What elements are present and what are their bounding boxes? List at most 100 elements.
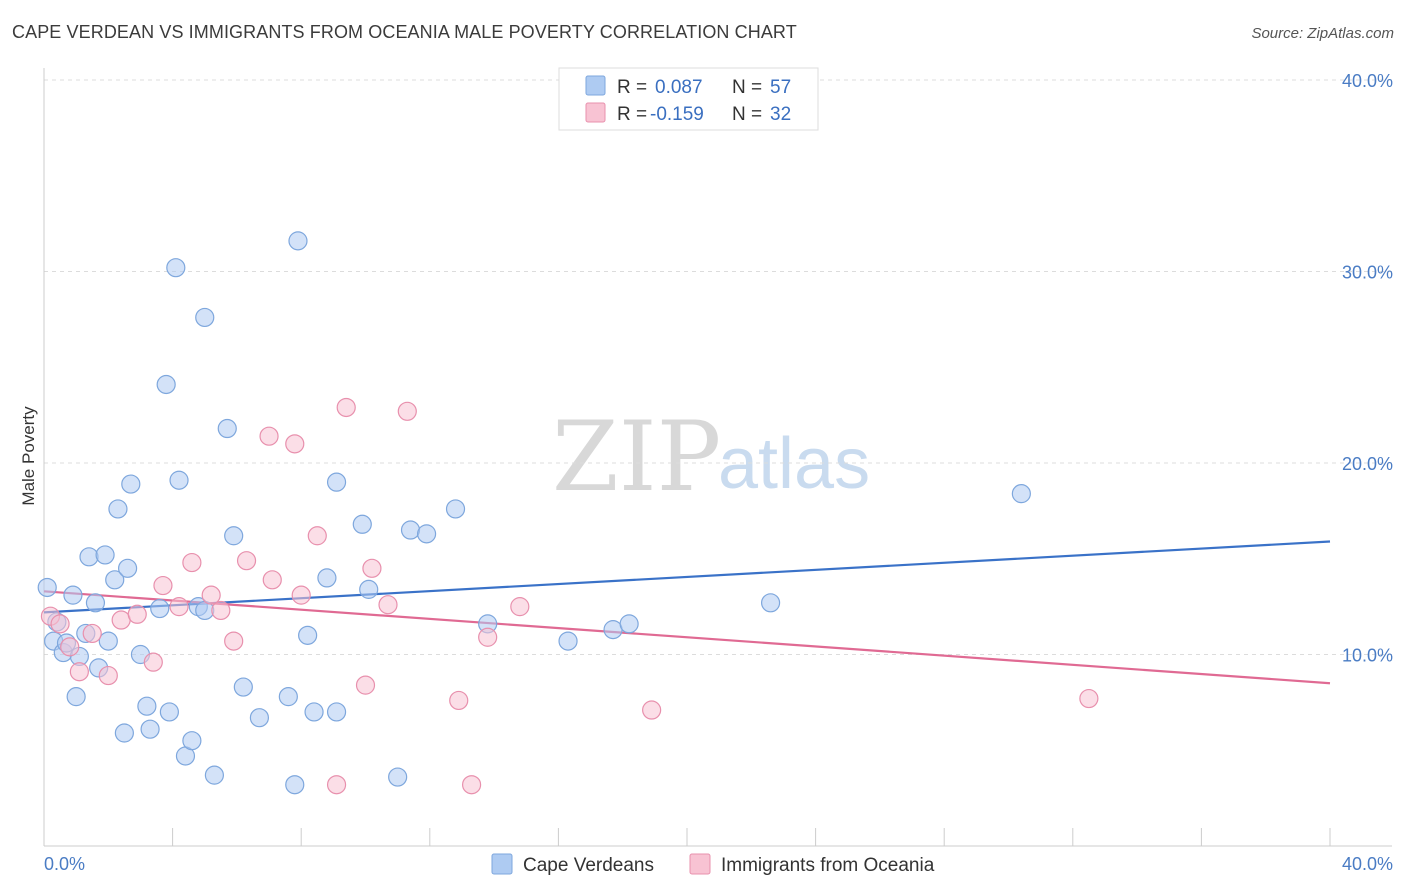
- legend-n-label: N =: [732, 104, 762, 125]
- point-cape-verdeans: [169, 470, 189, 490]
- point-cape-verdeans: [760, 593, 781, 613]
- axes: 10.0% 20.0% 30.0% 40.0% 0.0% 40.0%: [43, 68, 1393, 874]
- point-oceania: [378, 595, 398, 615]
- x-tick-label: 40.0%: [1342, 854, 1393, 874]
- point-oceania: [82, 623, 102, 644]
- point-oceania: [362, 558, 382, 578]
- point-cape-verdeans: [326, 702, 347, 722]
- point-oceania: [182, 552, 202, 573]
- bottom-legend-label-oceania: Immigrants from Oceania: [721, 855, 935, 876]
- legend-r-value: 0.087: [655, 77, 703, 98]
- point-cape-verdeans: [105, 570, 125, 590]
- point-cape-verdeans: [285, 775, 305, 795]
- x-tick-label: 0.0%: [44, 854, 85, 874]
- source-credit: Source: ZipAtlas.com: [1251, 25, 1394, 42]
- gridlines: [44, 79, 1392, 655]
- legend-swatch-oceania: [585, 102, 606, 123]
- point-cape-verdeans: [121, 474, 141, 494]
- point-cape-verdeans: [156, 374, 176, 395]
- point-oceania: [111, 610, 131, 630]
- point-cape-verdeans: [98, 631, 118, 651]
- y-axis-title: Male Poverty: [19, 406, 38, 506]
- point-cape-verdeans: [79, 547, 99, 567]
- point-cape-verdeans: [288, 231, 308, 251]
- legend-r-label: R =: [617, 104, 647, 125]
- point-oceania: [211, 600, 231, 621]
- point-cape-verdeans: [108, 499, 128, 519]
- point-cape-verdeans: [140, 719, 160, 739]
- point-cape-verdeans: [352, 514, 372, 534]
- point-oceania: [397, 401, 417, 421]
- point-cape-verdeans: [63, 585, 83, 605]
- point-oceania: [326, 775, 347, 795]
- point-cape-verdeans: [117, 558, 138, 578]
- legend-bottom: Cape Verdeans Immigrants from Oceania: [491, 853, 935, 876]
- trend-line-cape-verdeans: [43, 540, 1331, 614]
- legend-r-value: -0.159: [650, 104, 704, 125]
- legend-swatch-cape-verdeans: [585, 75, 606, 96]
- point-cape-verdeans: [182, 731, 202, 751]
- legend-top: R = 0.087 N = 57 R = -0.159 N = 32: [558, 67, 819, 131]
- point-cape-verdeans: [150, 598, 170, 619]
- point-cape-verdeans: [558, 631, 578, 651]
- point-cape-verdeans: [400, 520, 421, 540]
- y-tick-label: 10.0%: [1342, 646, 1393, 666]
- point-oceania: [642, 700, 662, 720]
- point-cape-verdeans: [445, 499, 466, 519]
- point-cape-verdeans: [388, 767, 408, 787]
- point-oceania: [510, 597, 530, 617]
- point-cape-verdeans: [359, 579, 379, 599]
- point-cape-verdeans: [159, 702, 179, 722]
- point-oceania: [355, 675, 376, 695]
- point-oceania: [236, 551, 257, 571]
- point-cape-verdeans: [224, 526, 244, 546]
- point-cape-verdeans: [317, 568, 337, 588]
- point-oceania: [127, 604, 147, 624]
- point-cape-verdeans: [249, 708, 270, 728]
- point-oceania: [50, 614, 70, 634]
- point-oceania: [307, 526, 327, 546]
- point-cape-verdeans: [619, 614, 639, 634]
- y-tick-label: 30.0%: [1342, 263, 1393, 283]
- point-oceania: [143, 652, 163, 672]
- point-cape-verdeans: [204, 765, 224, 785]
- bottom-legend-swatch-oceania: [689, 853, 711, 875]
- legend-n-label: N =: [732, 77, 762, 98]
- point-cape-verdeans: [217, 418, 237, 439]
- point-cape-verdeans: [304, 702, 324, 722]
- point-cape-verdeans: [166, 258, 186, 278]
- point-oceania: [285, 434, 305, 454]
- point-cape-verdeans: [66, 687, 86, 707]
- point-oceania: [224, 631, 244, 651]
- legend-n-value: 57: [770, 77, 791, 98]
- bottom-legend-label-cape-verdeans: Cape Verdeans: [523, 855, 654, 876]
- bottom-legend-swatch-cape-verdeans: [491, 853, 513, 875]
- legend-r-label: R =: [617, 77, 647, 98]
- point-cape-verdeans: [298, 625, 318, 645]
- point-cape-verdeans: [114, 723, 134, 743]
- point-cape-verdeans: [278, 687, 298, 707]
- trend-line-oceania: [43, 590, 1331, 685]
- point-cape-verdeans: [85, 593, 106, 613]
- point-cape-verdeans: [603, 620, 623, 640]
- trend-lines: [43, 540, 1331, 685]
- point-oceania: [169, 597, 189, 617]
- point-oceania: [98, 665, 118, 686]
- point-cape-verdeans: [416, 524, 437, 544]
- point-oceania: [478, 627, 498, 647]
- watermark-zip: ZIP: [552, 401, 721, 513]
- point-cape-verdeans: [195, 307, 215, 328]
- point-oceania: [153, 575, 173, 596]
- point-oceania: [291, 585, 311, 605]
- chart-title: CAPE VERDEAN VS IMMIGRANTS FROM OCEANIA …: [12, 22, 797, 42]
- point-oceania: [259, 426, 279, 446]
- point-oceania: [449, 690, 469, 711]
- data-points: [37, 231, 1099, 795]
- point-oceania: [69, 662, 89, 682]
- legend-n-value: 32: [770, 104, 791, 125]
- point-oceania: [461, 775, 482, 795]
- point-oceania: [201, 585, 221, 605]
- point-cape-verdeans: [1011, 484, 1031, 504]
- point-cape-verdeans: [37, 577, 57, 598]
